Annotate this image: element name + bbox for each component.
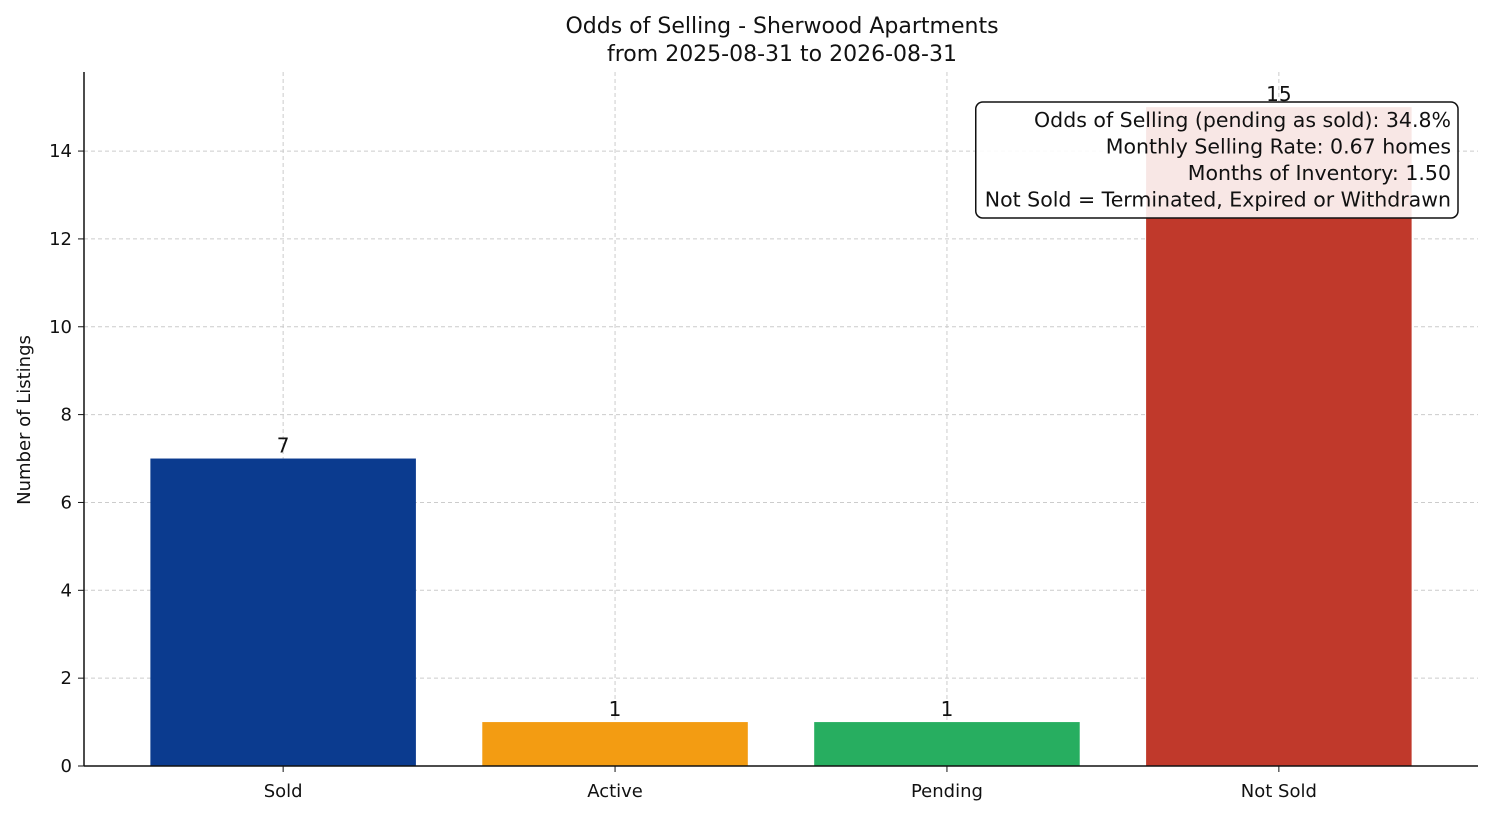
bar-pending bbox=[814, 722, 1080, 766]
y-tick-label: 8 bbox=[61, 405, 72, 426]
x-tick-label: Not Sold bbox=[1241, 781, 1317, 802]
x-tick-label: Active bbox=[587, 781, 643, 802]
y-tick-label: 4 bbox=[61, 580, 72, 601]
bar-value-label: 1 bbox=[941, 697, 954, 721]
y-tick-label: 0 bbox=[61, 756, 72, 777]
y-tick-label: 14 bbox=[49, 141, 72, 162]
y-axis-label: Number of Listings bbox=[14, 335, 35, 505]
annotation-line: Not Sold = Terminated, Expired or Withdr… bbox=[985, 188, 1451, 212]
y-tick-label: 12 bbox=[49, 229, 72, 250]
bar-active bbox=[482, 722, 748, 766]
bar-value-label: 1 bbox=[609, 697, 622, 721]
y-tick-label: 2 bbox=[61, 668, 72, 689]
chart-subtitle: from 2025-08-31 to 2026-08-31 bbox=[607, 42, 957, 67]
bar-sold bbox=[150, 458, 416, 766]
x-tick-label: Sold bbox=[264, 781, 303, 802]
axis-layer: Sold Active Pending Not Sold 0 2 4 6 8 10 12 14 bbox=[49, 72, 1478, 802]
x-tick-label: Pending bbox=[911, 781, 983, 802]
annotation-background bbox=[975, 101, 1459, 219]
annotation-box: Odds of Selling (pending as sold): 34.8%… bbox=[975, 101, 1459, 219]
y-tick-label: 6 bbox=[61, 492, 72, 513]
y-tick-label: 10 bbox=[49, 317, 72, 338]
annotation-line: Odds of Selling (pending as sold): 34.8% bbox=[1034, 108, 1451, 132]
annotation-line: Monthly Selling Rate: 0.67 homes bbox=[1106, 135, 1451, 159]
bar-value-label: 7 bbox=[277, 434, 290, 458]
annotation-line: Months of Inventory: 1.50 bbox=[1188, 161, 1451, 185]
chart-title: Odds of Selling - Sherwood Apartments bbox=[565, 14, 998, 39]
